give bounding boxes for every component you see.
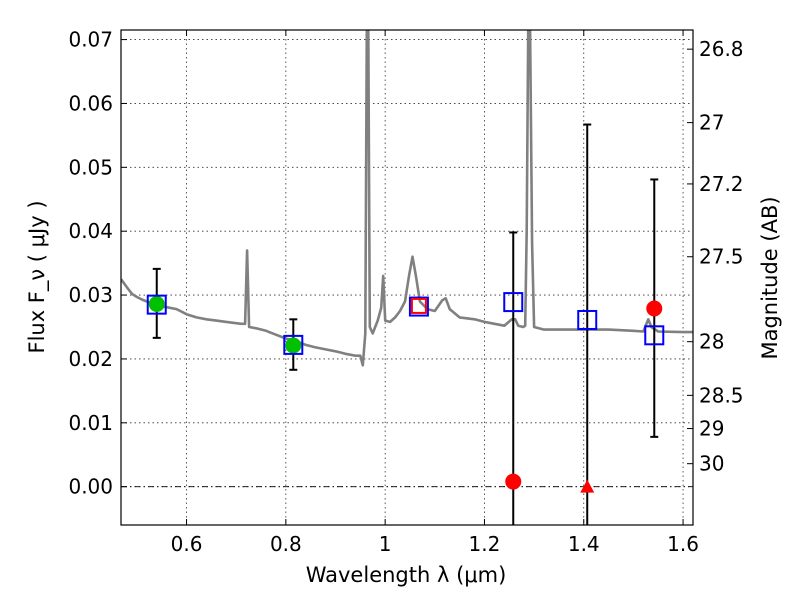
x-tick-label: 1.4 (568, 532, 600, 556)
y-tick-label: 0.02 (68, 347, 113, 371)
magnitude-axis-label: Magnitude (AB) (758, 196, 782, 359)
x-tick-label: 0.8 (270, 532, 302, 556)
y-tick-label: 0.05 (68, 155, 113, 179)
y-tick-label: 0.04 (68, 219, 113, 243)
x-tick-label: 1.6 (667, 532, 699, 556)
y-axis-label: Flux F_ν ( μJy ) (25, 200, 50, 353)
spectrum-line (121, 30, 693, 367)
x-tick-label: 1 (379, 532, 392, 556)
magnitude-tick-label: 26.8 (699, 37, 744, 61)
y-tick-label: 0.06 (68, 91, 113, 115)
y-tick-label: 0.07 (68, 28, 113, 52)
model-photometry-square-marker (644, 325, 665, 346)
data-series (121, 30, 693, 525)
model-photometry-square-marker (283, 334, 304, 355)
model-photometry-square-marker (146, 294, 167, 315)
magnitude-tick-label: 30 (699, 452, 724, 476)
plot-frame (120, 29, 694, 526)
filled-circle-marker (148, 296, 165, 313)
model-photometry-square-marker (503, 292, 524, 313)
model-photometry-square-marker (577, 309, 598, 330)
magnitude-tick-label: 28.5 (699, 383, 744, 407)
filled-circle-marker (646, 300, 663, 317)
filled-circle-marker (285, 337, 302, 354)
x-axis-label: Wavelength λ (μm) (306, 563, 507, 587)
flagged-square-marker (410, 297, 427, 314)
magnitude-tick-label: 27.2 (699, 172, 744, 196)
magnitude-tick-label: 27.5 (699, 245, 744, 269)
magnitude-tick-label: 27 (699, 111, 724, 135)
y-axis-ticks: 0.00 0.01 0.02 0.03 0.04 0.05 0.06 0.07 (68, 28, 127, 499)
x-axis-ticks: 0.6 0.8 1 1.2 1.4 1.6 (171, 30, 699, 556)
filled-circle-marker (505, 473, 522, 490)
magnitude-axis-ticks: 26.8 27 27.2 27.5 28 28.5 29 30 (687, 37, 744, 476)
magnitude-tick-label: 28 (699, 330, 724, 354)
magnitude-tick-label: 29 (699, 417, 724, 441)
x-tick-label: 1.2 (469, 532, 501, 556)
y-tick-label: 0.03 (68, 283, 113, 307)
y-tick-label: 0.00 (68, 475, 113, 499)
upper-limit-triangle-marker (580, 479, 595, 493)
model-photometry-square-marker (408, 296, 429, 317)
x-tick-label: 0.6 (171, 532, 203, 556)
y-tick-label: 0.01 (68, 411, 113, 435)
